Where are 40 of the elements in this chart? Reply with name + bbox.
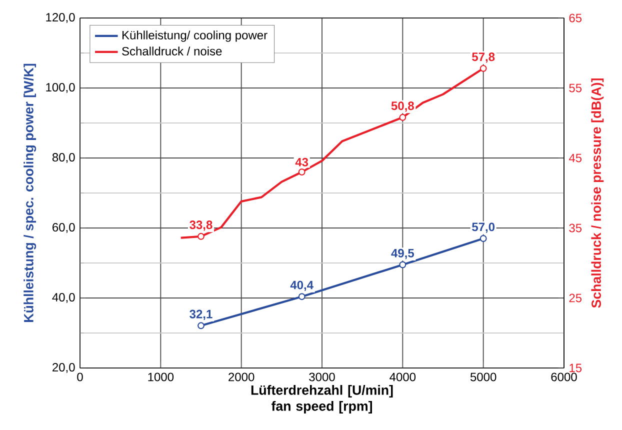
x-tick-label: 5000 <box>470 372 496 382</box>
data-label: 40,4 <box>290 280 314 292</box>
y2-tick-label: 25 <box>569 294 582 302</box>
x-tick-label: 3000 <box>309 372 335 382</box>
data-label: 33,8 <box>190 220 212 231</box>
data-label: 49,5 <box>391 248 414 260</box>
data-label: 57,0 <box>472 222 495 233</box>
y2-tick-label: 35 <box>569 224 582 232</box>
point <box>480 64 487 72</box>
legend-label: Schalldruck / noise <box>122 46 222 56</box>
point <box>298 168 306 176</box>
x-axis-title: Lüfterdrehzahl [U/min] fan speed [rpm] <box>251 385 393 414</box>
point <box>480 235 487 242</box>
y-tick-label: 60,0 <box>52 223 75 233</box>
y2-tick-label: 45 <box>568 154 582 162</box>
x-tick-label: 0 <box>77 372 83 382</box>
x-tick-label: 2000 <box>228 372 254 382</box>
y-tick-label: 100,0 <box>46 83 75 93</box>
y2-axis-title: Schalldruck / noise pressure [dB(A)] <box>591 78 604 308</box>
data-label: 32,1 <box>190 310 212 320</box>
point <box>399 261 406 268</box>
data-label: 50,8 <box>391 102 414 112</box>
legend-label: Kühlleistung/ cooling power <box>122 30 268 42</box>
y-tick-label: 40,0 <box>52 293 75 303</box>
y-tick-label: 120,0 <box>46 13 75 23</box>
point <box>298 293 306 300</box>
point <box>399 114 406 121</box>
y2-tick-label: 55 <box>569 84 582 92</box>
y2-tick-label: 65 <box>569 14 582 22</box>
point <box>198 322 204 330</box>
x-tick-label: 6000 <box>551 372 577 382</box>
data-label: 43 <box>295 158 308 166</box>
data-label: 57,8 <box>472 52 495 63</box>
y2-tick-label: 15 <box>570 364 582 372</box>
x-tick-label: 4000 <box>390 372 416 382</box>
y-tick-label: 80,0 <box>52 153 75 163</box>
y-axis-title: Kühlleistung / spec. cooling power [W/K] <box>24 64 36 322</box>
y-tick-label: 20,0 <box>52 363 75 373</box>
x-tick-label: 1000 <box>148 372 174 382</box>
point <box>198 232 204 240</box>
